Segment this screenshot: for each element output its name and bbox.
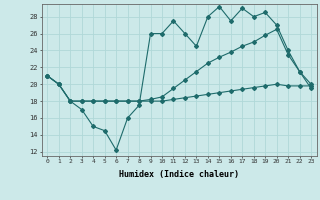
X-axis label: Humidex (Indice chaleur): Humidex (Indice chaleur): [119, 170, 239, 179]
